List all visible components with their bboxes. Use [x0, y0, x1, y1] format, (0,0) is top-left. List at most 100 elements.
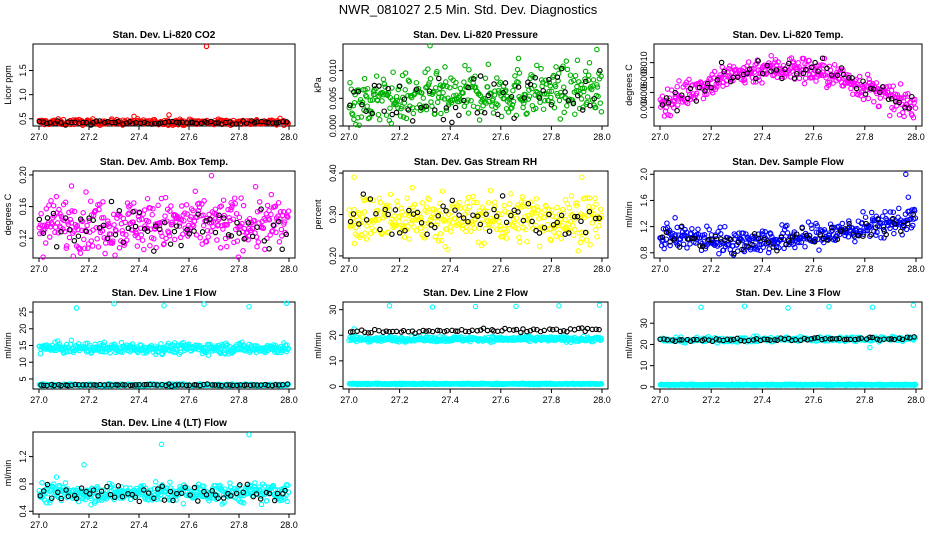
data-point	[714, 77, 721, 83]
data-point	[494, 75, 500, 81]
data-point	[709, 90, 716, 96]
x-tick-label: 27.8	[230, 395, 248, 405]
series-all	[36, 300, 292, 358]
data-point	[268, 191, 275, 198]
data-point	[895, 214, 901, 221]
data-point	[860, 96, 867, 103]
data-point	[556, 230, 562, 237]
data-point	[193, 232, 200, 238]
data-point	[95, 244, 102, 250]
data-point	[193, 120, 200, 127]
data-point	[422, 226, 429, 233]
data-point	[363, 93, 370, 100]
data-point	[753, 75, 759, 82]
data-point	[597, 100, 604, 106]
data-point	[860, 87, 866, 94]
data-point	[394, 97, 401, 104]
data-point	[155, 202, 161, 209]
data-point	[389, 111, 395, 118]
data-point	[173, 223, 180, 229]
data-point	[717, 224, 723, 231]
data-point	[47, 120, 53, 126]
y-axis-label: ml/min	[624, 201, 634, 228]
data-point	[58, 120, 64, 126]
data-point	[427, 76, 434, 82]
data-point	[419, 200, 426, 206]
data-point	[390, 69, 396, 75]
data-point	[449, 119, 455, 126]
data-point	[468, 97, 474, 104]
y-tick-label: 1.2	[639, 220, 649, 233]
data-point	[672, 215, 678, 221]
data-point	[434, 99, 441, 106]
data-point	[746, 66, 753, 72]
data-point	[96, 118, 103, 124]
data-point	[754, 57, 761, 63]
data-point	[541, 91, 548, 97]
data-point	[436, 75, 442, 82]
data-point	[229, 121, 236, 127]
data-point	[464, 199, 470, 206]
data-point	[596, 326, 602, 333]
data-point	[678, 92, 685, 98]
data-point	[246, 303, 252, 310]
data-point	[397, 113, 404, 119]
data-point	[693, 98, 700, 104]
x-tick-label: 27.2	[80, 264, 98, 274]
data-point	[108, 239, 115, 246]
series-subset	[347, 325, 602, 336]
panel-title: Stan. Dev. Line 2 Flow	[423, 288, 528, 299]
data-point	[667, 112, 674, 119]
data-point	[532, 75, 539, 81]
data-point	[254, 208, 261, 215]
series-all	[36, 172, 292, 260]
data-point	[516, 234, 522, 241]
data-point	[227, 217, 233, 224]
y-tick-label: 0.000	[328, 115, 338, 138]
data-point	[574, 92, 581, 99]
data-point	[853, 85, 860, 92]
y-tick-label: 20	[328, 330, 338, 340]
data-point	[497, 79, 504, 86]
data-point	[217, 245, 224, 251]
data-point	[83, 189, 89, 195]
data-point	[443, 105, 450, 111]
data-point	[359, 214, 366, 220]
data-point	[482, 75, 489, 82]
data-point	[240, 248, 246, 254]
data-point	[508, 191, 514, 197]
y-tick-label: 0.16	[18, 198, 28, 216]
data-point	[759, 70, 766, 77]
x-tick-label: 27.4	[754, 132, 772, 142]
data-point	[264, 202, 271, 209]
data-point	[803, 66, 809, 73]
data-point	[100, 214, 107, 221]
data-point	[568, 193, 575, 199]
data-point	[661, 245, 667, 252]
data-point	[96, 206, 102, 213]
data-point	[708, 84, 714, 91]
data-point	[590, 77, 597, 83]
data-point	[53, 193, 60, 200]
series-all-low	[657, 381, 919, 389]
data-point	[456, 112, 462, 119]
data-point	[503, 235, 510, 241]
panel-title: Stan. Dev. Gas Stream RH	[414, 157, 537, 168]
data-point	[109, 240, 116, 246]
data-point	[396, 83, 403, 89]
plot-frame	[342, 43, 609, 127]
data-point	[413, 86, 420, 92]
data-point	[521, 100, 527, 106]
y-tick-label: 2.0	[639, 168, 649, 181]
x-tick-label: 27.4	[130, 132, 148, 142]
data-point	[37, 350, 44, 357]
data-point	[161, 302, 167, 309]
data-point	[755, 58, 761, 64]
data-point	[445, 246, 451, 253]
x-tick-label: 28.0	[280, 264, 298, 274]
data-point	[773, 67, 780, 73]
data-point	[672, 89, 678, 96]
x-tick-label: 27.2	[702, 264, 720, 274]
data-point	[465, 194, 472, 201]
